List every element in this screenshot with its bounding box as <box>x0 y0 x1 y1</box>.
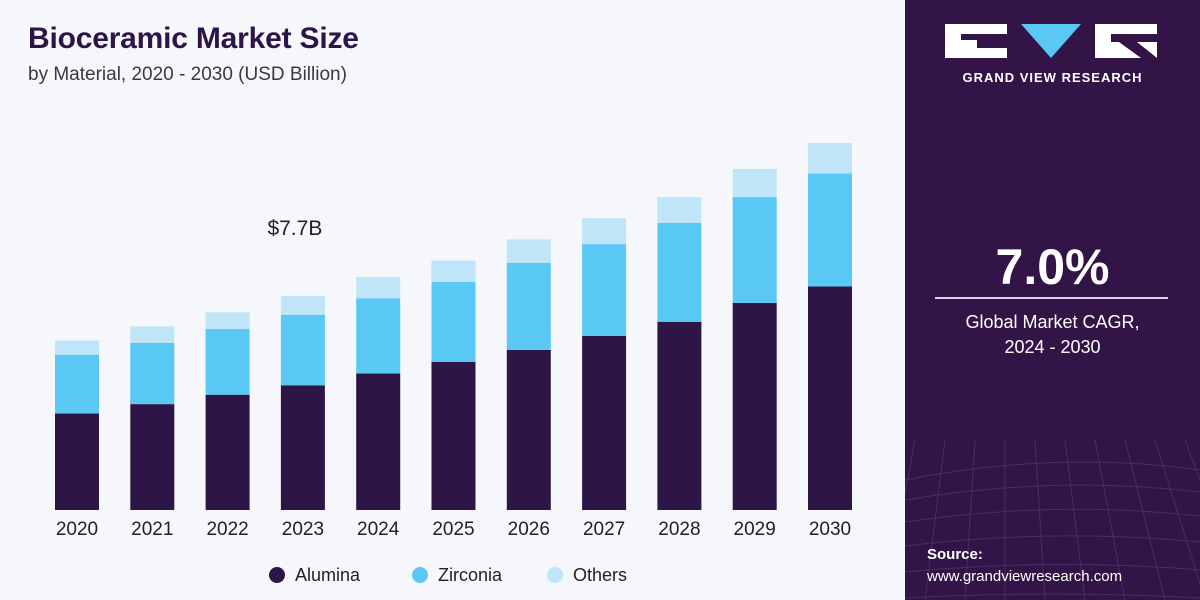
bar-alumina-2026 <box>506 350 551 510</box>
bar-zirconia-2025 <box>431 281 476 362</box>
chart-subtitle: by Material, 2020 - 2030 (USD Billion) <box>28 64 347 85</box>
cagr-divider <box>935 297 1168 299</box>
bar-others-2029 <box>732 168 777 198</box>
bar-zirconia-2026 <box>506 262 551 350</box>
legend-label-others: Others <box>573 565 627 585</box>
cagr-label-line1: Global Market CAGR, <box>965 312 1140 332</box>
bar-zirconia-2020 <box>55 354 99 414</box>
bar-others-2028 <box>657 197 702 223</box>
x-tick-label-2026: 2026 <box>508 519 550 540</box>
stacked-bar-chart: 2020 2021 2022 2023 2024 2025 2026 2027 2028 2029… <box>55 142 852 585</box>
bar-zirconia-2023 <box>280 314 325 386</box>
gvr-logo <box>945 24 1157 58</box>
data-label-2023: $7.7B <box>267 217 322 240</box>
bar-alumina-2029 <box>732 302 777 510</box>
cagr-label-line2: 2024 - 2030 <box>1004 337 1101 357</box>
x-tick-label-2028: 2028 <box>658 519 700 540</box>
bar-alumina-2021 <box>130 404 175 510</box>
bar-alumina-2024 <box>356 373 401 510</box>
bar-alumina-2020 <box>55 413 99 510</box>
x-tick-label-2022: 2022 <box>206 519 248 540</box>
legend-marker-alumina <box>269 567 285 583</box>
chart-panel: Bioceramic Market Size by Material, 2020… <box>28 22 852 585</box>
bar-others-2024 <box>356 277 401 299</box>
bar-zirconia-2028 <box>657 222 702 322</box>
bar-alumina-2027 <box>582 335 627 510</box>
bar-zirconia-2022 <box>205 328 250 395</box>
x-tick-label-2023: 2023 <box>282 519 324 540</box>
legend-label-zirconia: Zirconia <box>438 565 503 585</box>
bar-others-2027 <box>582 218 627 245</box>
bar-others-2030 <box>808 142 852 174</box>
bar-alumina-2025 <box>431 361 476 510</box>
x-tick-label-2024: 2024 <box>357 519 400 540</box>
source-url[interactable]: www.grandviewresearch.com <box>927 568 1123 585</box>
brand-name: GRAND VIEW RESEARCH <box>962 70 1143 85</box>
bar-others-2021 <box>130 326 175 343</box>
source-label: Source: <box>927 546 983 563</box>
x-tick-label-2029: 2029 <box>734 519 776 540</box>
bar-others-2023 <box>280 295 325 315</box>
legend-label-alumina: Alumina <box>295 565 361 585</box>
bar-alumina-2022 <box>205 394 250 510</box>
bar-alumina-2023 <box>280 385 325 510</box>
bar-others-2026 <box>506 239 551 263</box>
x-tick-label-2030: 2030 <box>809 519 851 540</box>
sidebar: GRAND VIEW RESEARCH 7.0% Global Market C… <box>905 0 1200 600</box>
cagr-value: 7.0% <box>995 239 1110 295</box>
bar-zirconia-2024 <box>356 298 401 374</box>
legend-marker-zirconia <box>412 567 428 583</box>
cagr-label: Global Market CAGR, 2024 - 2030 <box>905 310 1200 360</box>
bar-zirconia-2027 <box>582 244 627 336</box>
x-tick-label-2021: 2021 <box>131 519 173 540</box>
chart-title: Bioceramic Market Size <box>28 22 359 55</box>
bar-zirconia-2029 <box>732 197 777 303</box>
bar-alumina-2030 <box>808 286 852 510</box>
legend-marker-others <box>547 567 563 583</box>
x-tick-label-2025: 2025 <box>432 519 474 540</box>
bar-others-2022 <box>205 312 250 329</box>
grid-pattern-decoration <box>905 440 1200 600</box>
bar-others-2025 <box>431 260 476 282</box>
x-tick-label-2027: 2027 <box>583 519 625 540</box>
bar-alumina-2028 <box>657 321 702 510</box>
bar-zirconia-2021 <box>130 342 175 405</box>
bar-zirconia-2030 <box>808 173 852 287</box>
x-tick-label-2020: 2020 <box>56 519 98 540</box>
bar-others-2020 <box>55 340 99 355</box>
